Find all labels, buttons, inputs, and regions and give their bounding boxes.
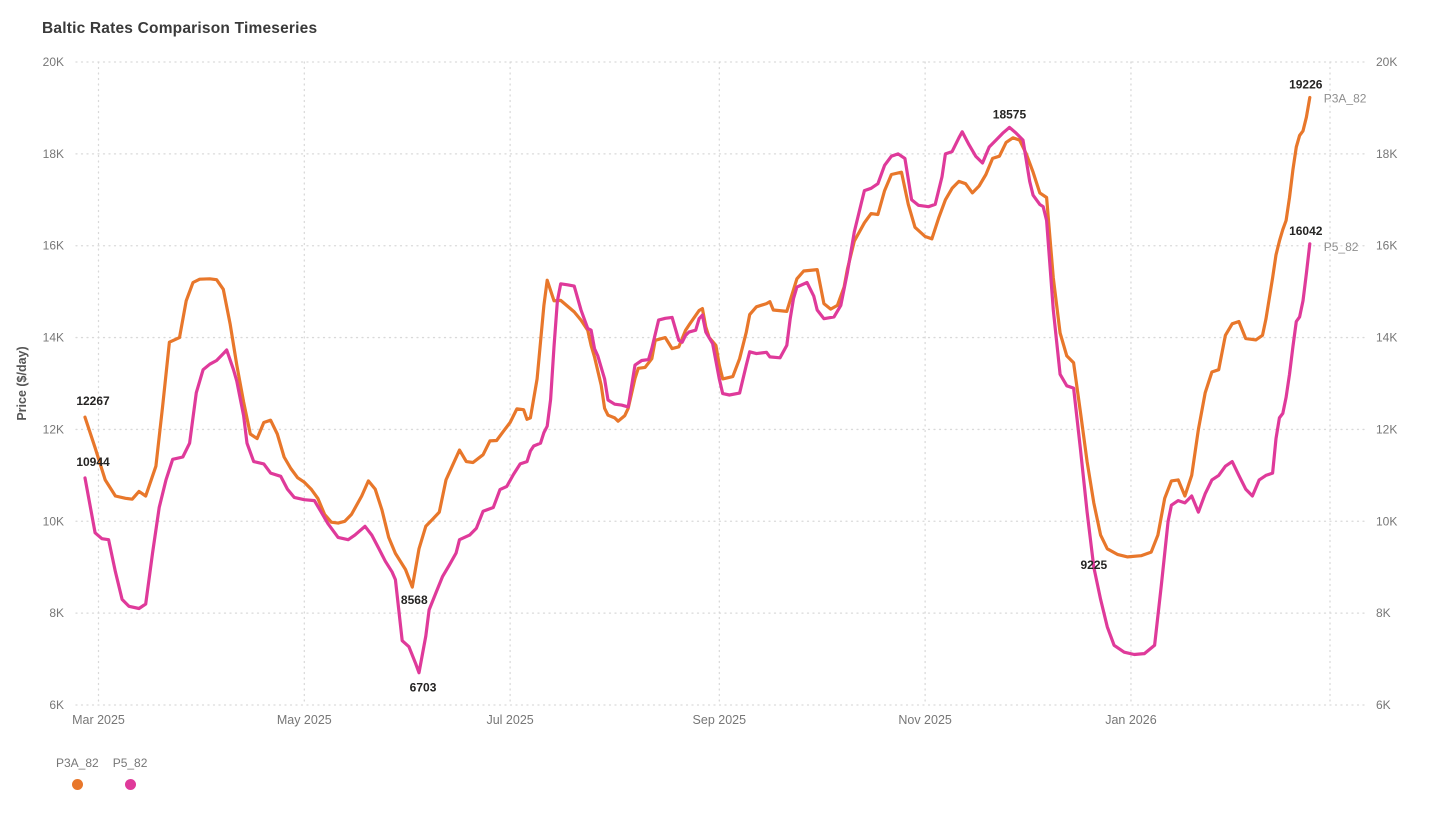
data-label: 8568 <box>401 593 428 607</box>
data-label: 9225 <box>1080 558 1107 572</box>
series-end-tag: P5_82 <box>1324 240 1359 254</box>
legend-dot-icon <box>71 779 83 790</box>
series-end-tag: P3A_82 <box>1324 92 1367 106</box>
legend-label: P5_82 <box>112 756 148 770</box>
data-label: 18575 <box>993 107 1027 121</box>
data-label: 16042 <box>1289 224 1323 238</box>
data-label: 12267 <box>76 394 110 408</box>
data-label: 6703 <box>410 681 437 695</box>
y-axis-tick-right: 18K <box>1376 147 1397 161</box>
legend-label: P3A_82 <box>56 756 99 770</box>
legend: P3A_82 P5_82 <box>56 756 147 790</box>
y-axis-tick-left: 16K <box>43 239 64 253</box>
y-axis-tick-right: 14K <box>1376 331 1397 345</box>
y-axis-tick-left: 10K <box>43 514 64 528</box>
y-axis-tick-left: 12K <box>43 422 64 436</box>
legend-dot-icon <box>124 779 136 790</box>
series-line-P5_82[interactable] <box>83 125 1312 675</box>
y-axis-tick-right: 10K <box>1376 514 1397 528</box>
legend-item-P3A_82[interactable]: P3A_82 <box>56 756 99 790</box>
y-axis-tick-right: 20K <box>1376 55 1397 69</box>
y-axis-tick-left: 6K <box>49 698 64 712</box>
data-label: 10944 <box>76 455 110 469</box>
y-axis-title: Price ($/day) <box>15 346 29 420</box>
x-axis-tick: Jan 2026 <box>1105 713 1156 727</box>
x-axis-tick: Jul 2025 <box>486 713 533 727</box>
chart-title: Baltic Rates Comparison Timeseries <box>42 20 318 37</box>
legend-item-P5_82[interactable]: P5_82 <box>112 756 148 790</box>
data-label: 19226 <box>1289 78 1323 92</box>
y-axis-tick-left: 20K <box>43 55 64 69</box>
y-axis-tick-right: 8K <box>1376 606 1391 620</box>
x-axis-tick: Nov 2025 <box>898 713 952 727</box>
y-axis-tick-right: 6K <box>1376 698 1391 712</box>
series-line-P3A_82[interactable] <box>83 95 1312 589</box>
y-axis-tick-left: 14K <box>43 331 64 345</box>
x-axis-tick: Sep 2025 <box>693 713 747 727</box>
x-axis-tick: May 2025 <box>277 713 332 727</box>
y-axis-tick-left: 8K <box>49 606 64 620</box>
y-axis-tick-right: 16K <box>1376 239 1397 253</box>
y-axis-tick-left: 18K <box>43 147 64 161</box>
y-axis-tick-right: 12K <box>1376 422 1397 436</box>
x-axis-tick: Mar 2025 <box>72 713 125 727</box>
